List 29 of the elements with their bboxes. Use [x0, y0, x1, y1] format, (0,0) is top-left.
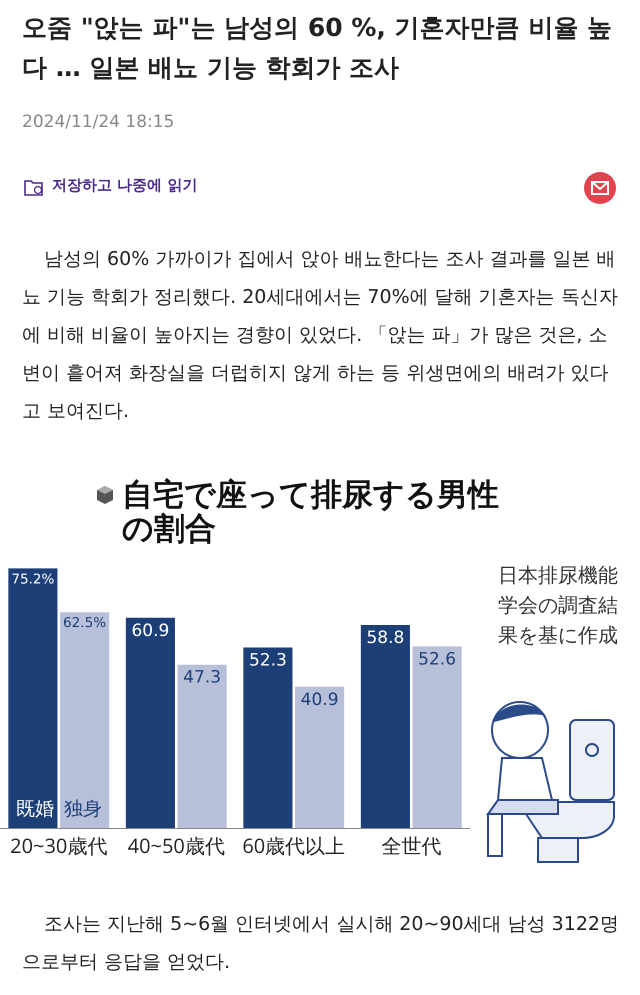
data-label: 60.9	[131, 620, 170, 641]
x-tick-label: 40~50歳代	[128, 832, 225, 859]
data-label: 75.2%	[11, 571, 55, 588]
text: 조사는 지난해 5~6월 인터넷에서 실시해 20~90세대 남성 3122명으로부터 응답을 얻었다.	[22, 912, 620, 975]
text: 오줌 "앉는 파"는 남성의 60 %, 기혼자만큼 비율 높다 … 일본 배뇨 기능 학회가 조사	[22, 12, 614, 84]
x-tick-label: 全世代	[381, 832, 442, 859]
data-label: 62.5%	[63, 615, 106, 632]
text: 저장하고 나중에 읽기	[52, 176, 198, 195]
series-label: 独身	[64, 798, 102, 820]
bar	[295, 686, 344, 828]
bar	[178, 664, 227, 828]
data-label: 58.8	[366, 628, 404, 648]
text: 남성의 60% 가까이가 집에서 앉아 배뇨한다는 조사 결과를 일본 배뇨 기능 학회가 정리했다. 20세대에서는 70%에 달해 기혼자는 독신자에 비해 비율이 높아지는 경향이 있었다. 「앉는 파」가 많은 것은, 소변이 흩어져 화장실을 더럽히지 않게 하는 등 위생면에의 배려가 있다고 보여진다.	[22, 247, 619, 424]
bar	[8, 568, 58, 828]
data-label: 52.6	[418, 649, 456, 670]
bar	[60, 612, 110, 828]
bar	[243, 647, 292, 828]
series-label: 既婚	[16, 798, 54, 820]
text: 日本排尿機能学会の調査結果を基に作成	[498, 562, 619, 649]
data-label: 47.3	[183, 668, 222, 688]
data-label: 52.3	[248, 650, 287, 670]
data-label: 40.9	[300, 690, 339, 710]
bar	[412, 646, 462, 828]
bar	[126, 618, 175, 828]
chart-title: 自宅で座って排尿する男性の割合	[122, 477, 500, 547]
text: 2024/11/24 18:15	[22, 112, 174, 132]
x-tick-label: 20~30歳代	[10, 832, 108, 859]
x-tick-label: 60歳代以上	[242, 832, 346, 859]
bar	[360, 625, 410, 828]
